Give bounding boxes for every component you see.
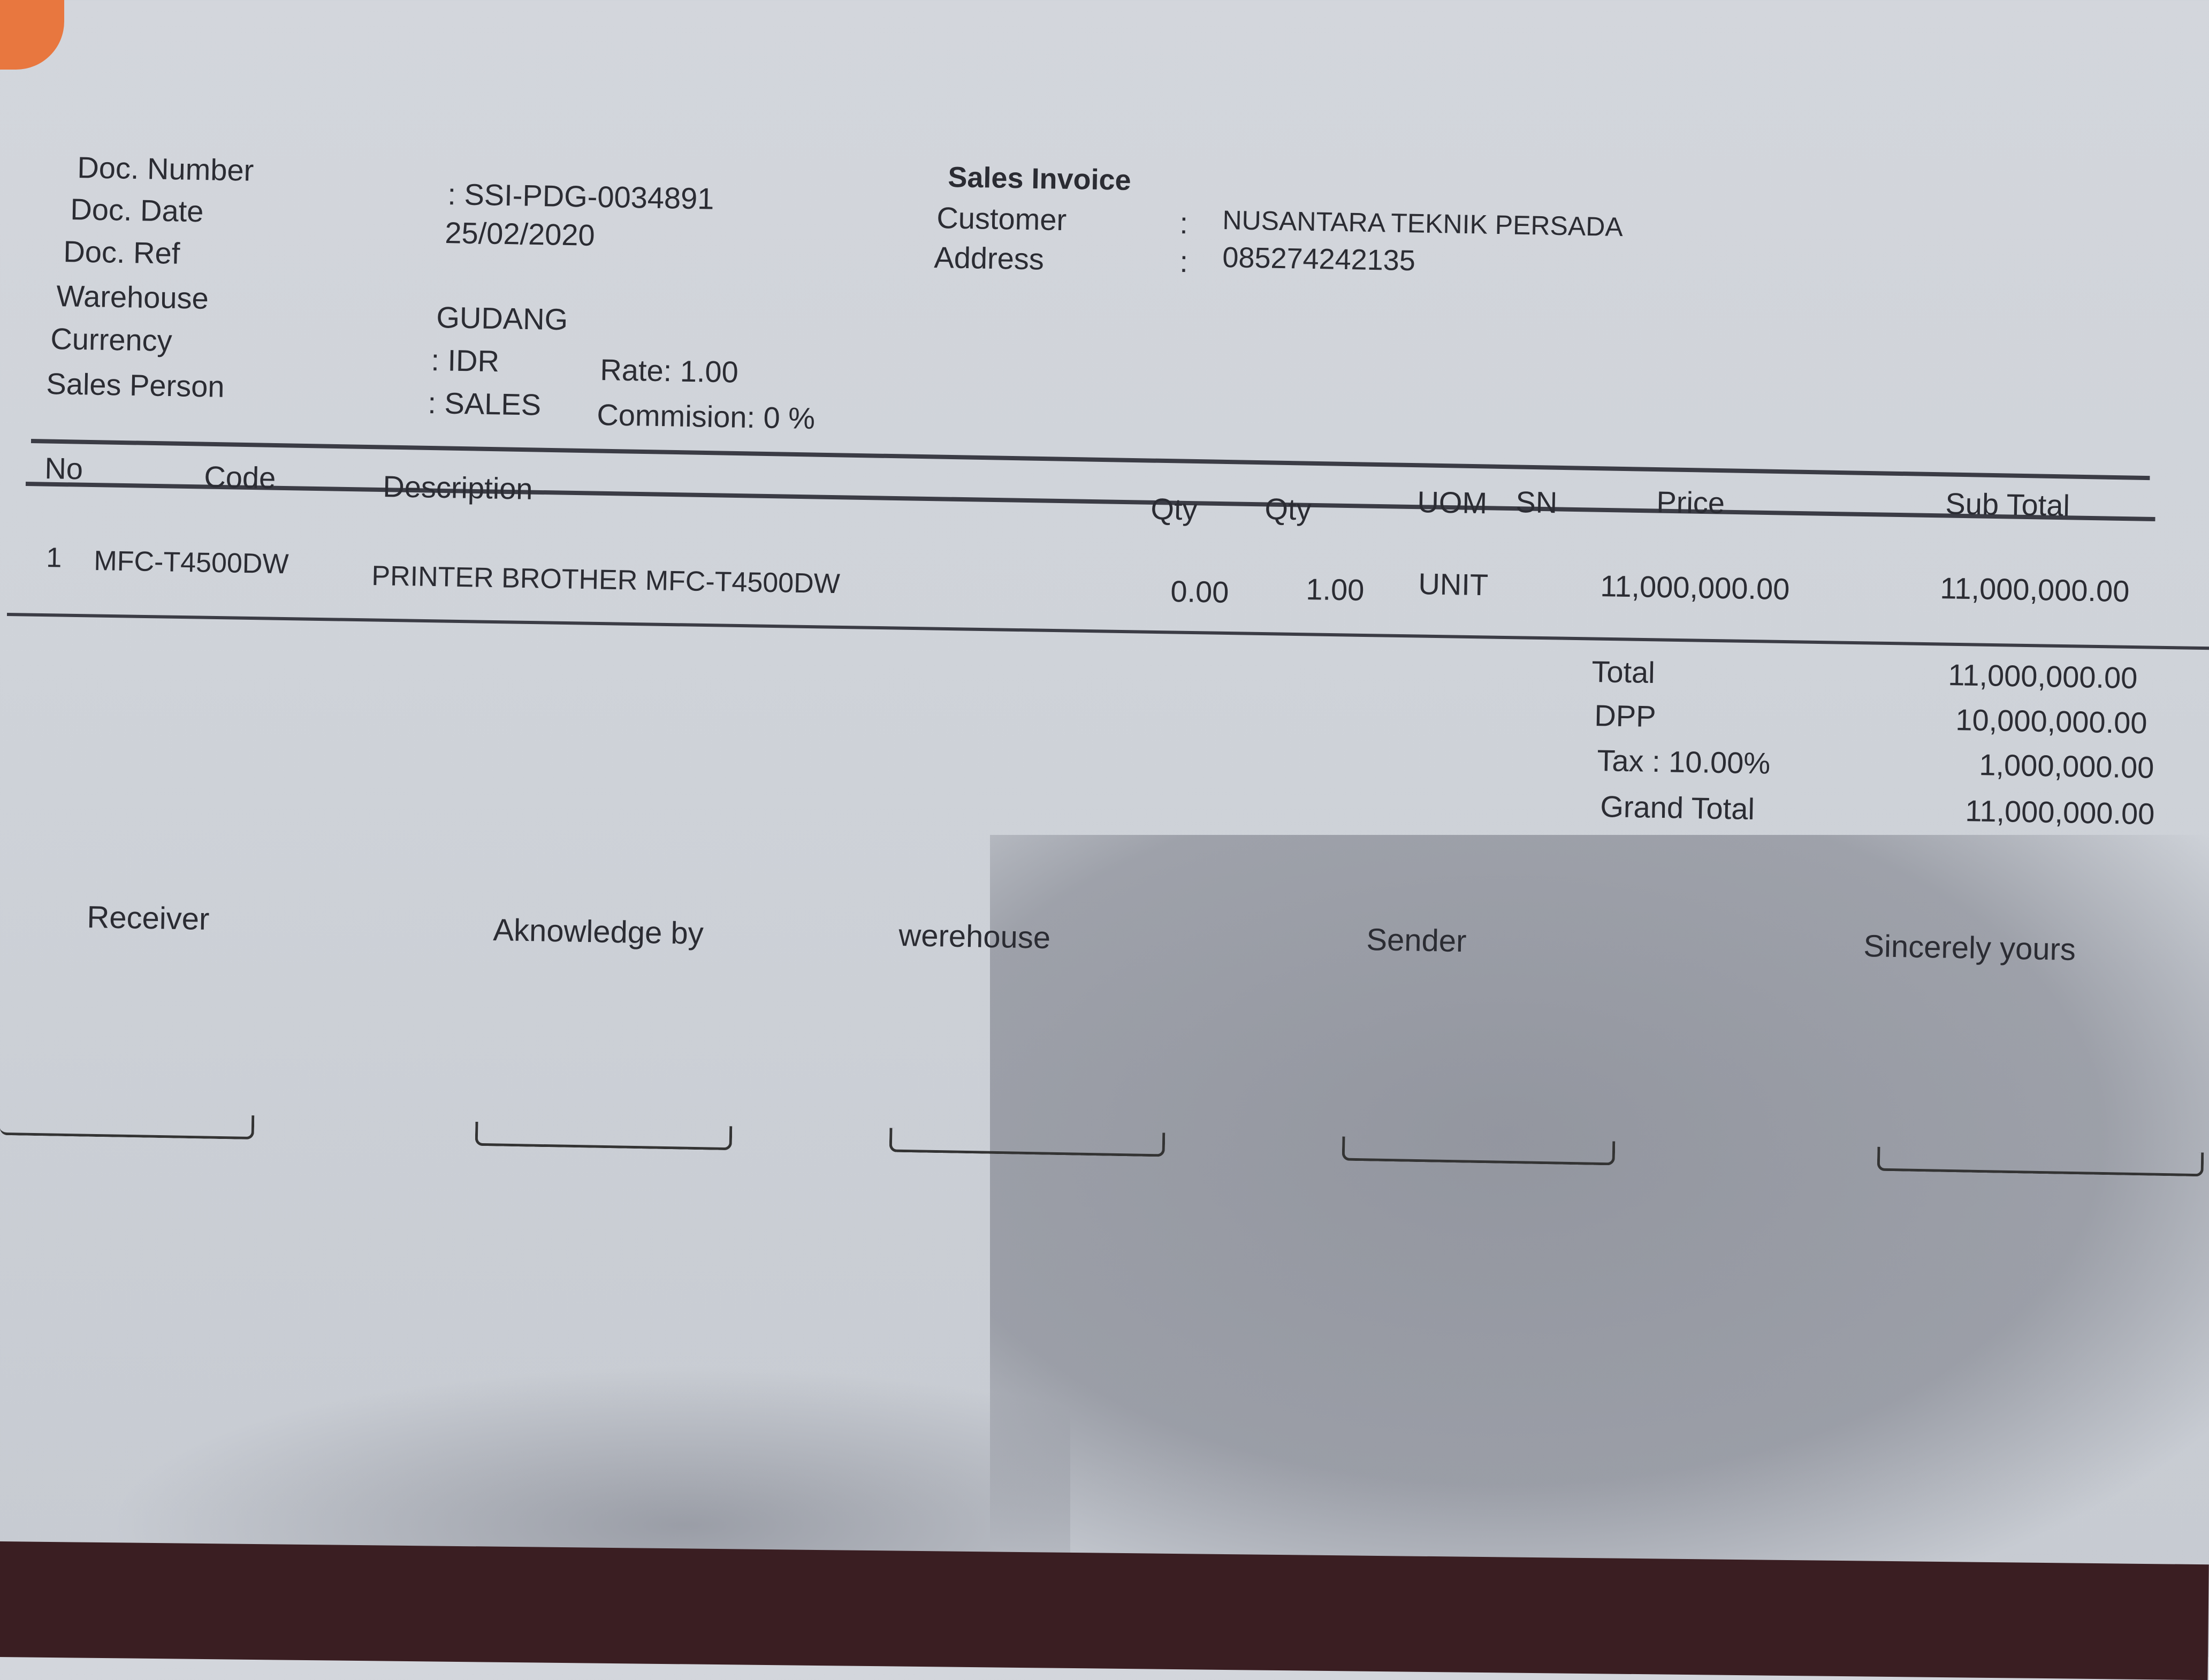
address-value: 085274242135 xyxy=(1222,241,1416,277)
tax-label: Tax : 10.00% xyxy=(1596,743,1771,780)
cell-subtotal: 11,000,000.00 xyxy=(1939,571,2130,609)
total-label: Total xyxy=(1591,654,1656,690)
col-qty-2: Qty xyxy=(1264,491,1312,527)
document-title: Sales Invoice xyxy=(947,161,1132,196)
address-label: Address xyxy=(933,240,1045,276)
signature-warehouse-label: werehouse xyxy=(898,917,1051,955)
sales-person-value: : SALES xyxy=(427,385,542,422)
currency-label: Currency xyxy=(50,321,173,358)
warehouse-label: Warehouse xyxy=(56,278,209,315)
customer-colon: : xyxy=(1179,206,1189,240)
doc-ref-label: Doc. Ref xyxy=(63,234,180,270)
col-no: No xyxy=(44,451,83,486)
table-surface xyxy=(0,1541,2209,1680)
cell-uom: UNIT xyxy=(1418,566,1489,602)
col-code: Code xyxy=(203,459,276,495)
dpp-value: 10,000,000.00 xyxy=(1955,702,2148,740)
cell-qty-1: 0.00 xyxy=(1170,574,1229,609)
cell-price: 11,000,000.00 xyxy=(1599,568,1790,606)
col-sn: SN xyxy=(1515,484,1558,520)
col-uom: UOM xyxy=(1416,484,1488,520)
table-header-rule xyxy=(25,482,2155,521)
orange-object-corner xyxy=(0,0,64,70)
warehouse-value: GUDANG xyxy=(436,300,568,337)
signature-line-acknowledge xyxy=(475,1121,733,1151)
col-qty-1: Qty xyxy=(1150,491,1198,527)
total-value: 11,000,000.00 xyxy=(1947,657,2138,695)
currency-value: : IDR xyxy=(430,343,500,378)
doc-number-value: : SSI-PDG-0034891 xyxy=(447,177,714,216)
sales-person-label: Sales Person xyxy=(45,366,225,404)
signature-line-receiver xyxy=(0,1111,255,1140)
signature-receiver-label: Receiver xyxy=(86,899,210,937)
signature-sender-label: Sender xyxy=(1366,922,1467,959)
cell-qty-2: 1.00 xyxy=(1305,572,1365,607)
grand-total-label: Grand Total xyxy=(1599,789,1755,826)
doc-number-label: Doc. Number xyxy=(77,150,254,187)
signature-acknowledge-label: Aknowledge by xyxy=(492,912,704,951)
doc-date-value: 25/02/2020 xyxy=(444,215,596,252)
tax-value: 1,000,000.00 xyxy=(1978,747,2154,785)
address-colon: : xyxy=(1179,244,1189,279)
cell-no: 1 xyxy=(45,542,62,574)
commission: Commision: 0 % xyxy=(596,397,816,436)
signature-sincerely-label: Sincerely yours xyxy=(1863,928,2076,967)
signature-line-warehouse xyxy=(889,1128,1166,1157)
doc-date-label: Doc. Date xyxy=(70,192,204,229)
col-price: Price xyxy=(1656,484,1725,520)
table-bottom-rule xyxy=(6,613,2209,650)
col-description: Description xyxy=(382,469,534,506)
col-subtotal: Sub Total xyxy=(1945,486,2070,523)
dpp-label: DPP xyxy=(1594,698,1657,733)
rate: Rate: 1.00 xyxy=(599,352,739,389)
grand-total-value: 11,000,000.00 xyxy=(1964,793,2155,831)
customer-value: NUSANTARA TEKNIK PERSADA xyxy=(1222,204,1624,242)
cell-code: MFC-T4500DW xyxy=(93,545,289,580)
signature-line-sender xyxy=(1342,1136,1616,1166)
shadow xyxy=(990,835,2209,1584)
table-top-rule xyxy=(31,439,2150,481)
customer-label: Customer xyxy=(936,200,1067,237)
cell-description: PRINTER BROTHER MFC-T4500DW xyxy=(371,560,841,600)
